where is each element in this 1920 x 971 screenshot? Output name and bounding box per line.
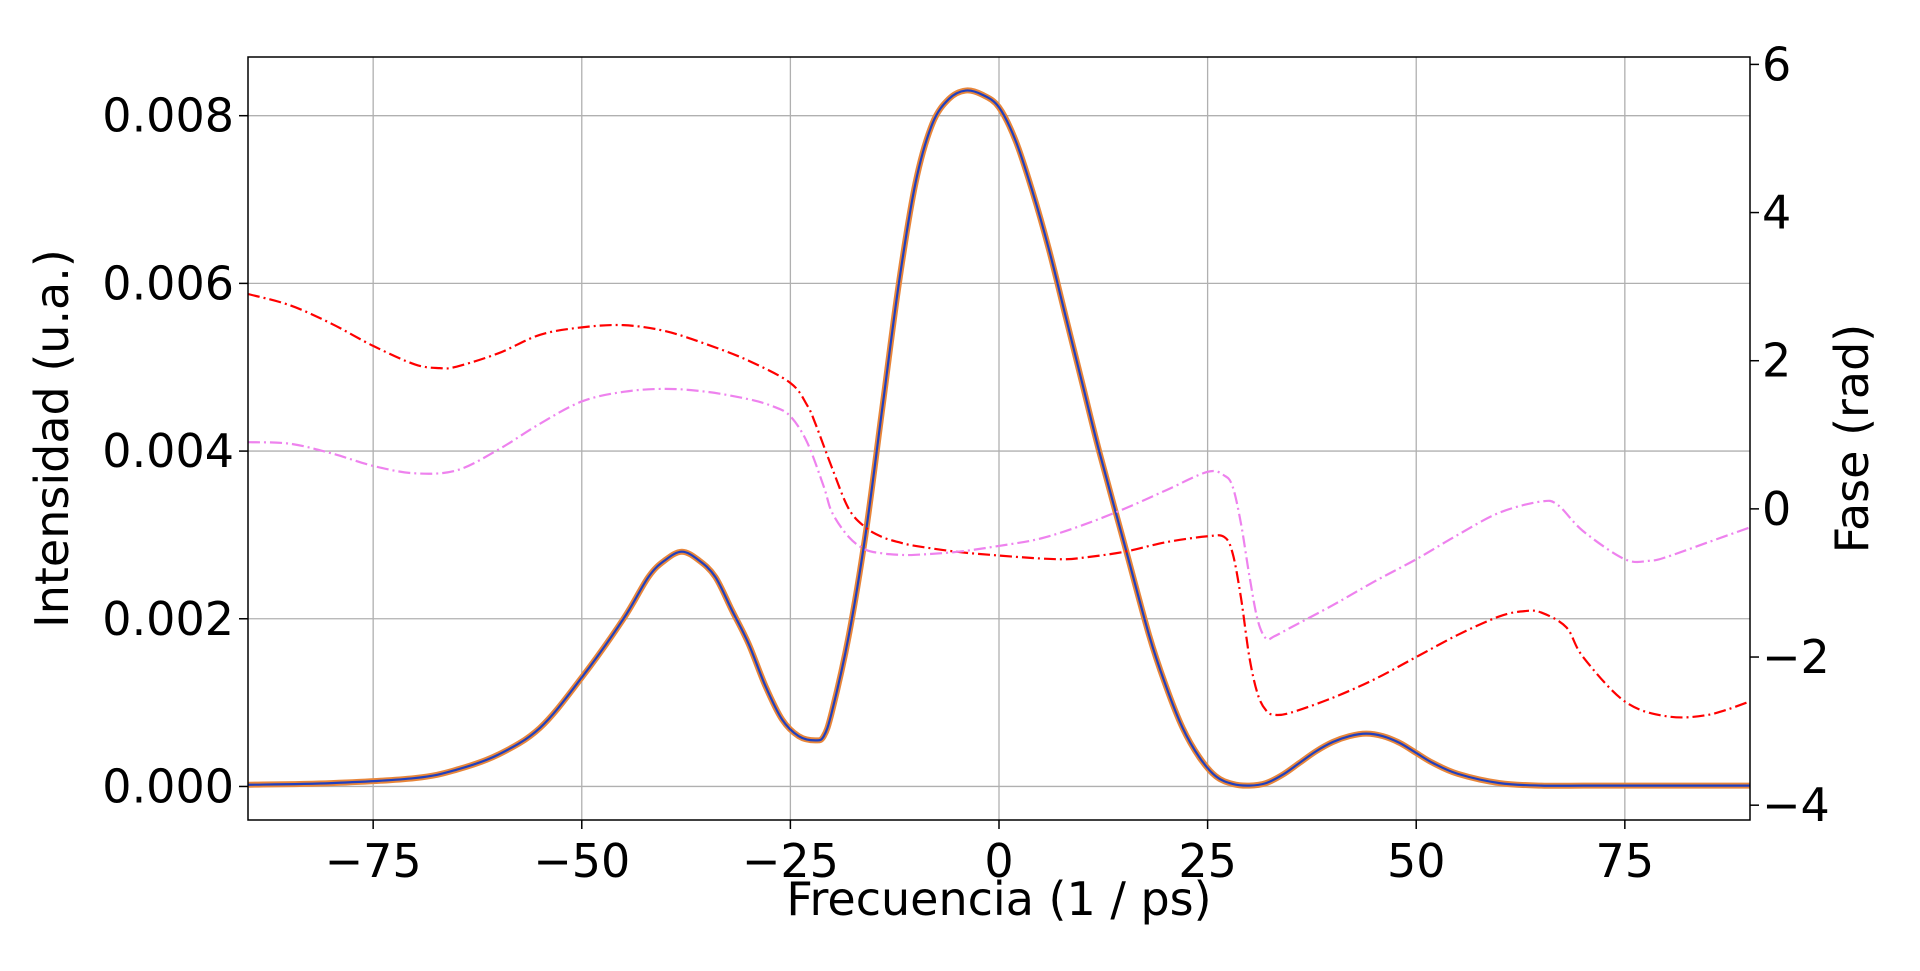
intensity-line <box>248 89 1750 787</box>
x-tick-label: 50 <box>1387 834 1446 888</box>
x-tick-label: −50 <box>533 834 630 888</box>
y-tick-label: 0.008 <box>102 89 234 143</box>
y-tick-label: 0.002 <box>102 592 234 646</box>
y-tick-label: 0.004 <box>102 424 234 478</box>
grid <box>248 57 1750 820</box>
phase-line-violet <box>248 387 1750 641</box>
y-tick-label: 0.006 <box>102 256 234 310</box>
x-tick-label: −25 <box>742 834 839 888</box>
x-tick-label: 0 <box>984 834 1013 888</box>
y2-tick-label: 0 <box>1762 482 1791 536</box>
y2-axis-label: Fase (rad) <box>1825 324 1879 554</box>
y2-tick-label: −4 <box>1762 778 1830 832</box>
y-axis-right: −4 −2 0 2 4 6 <box>1750 37 1830 832</box>
y2-tick-label: 2 <box>1762 334 1791 388</box>
x-tick-label: 25 <box>1178 834 1237 888</box>
x-axis-label: Frecuencia (1 / ps) <box>786 872 1211 926</box>
x-tick-label: −75 <box>325 834 422 888</box>
y-tick-label: 0.000 <box>102 759 234 813</box>
y2-tick-label: 4 <box>1762 186 1791 240</box>
y2-tick-label: −2 <box>1762 630 1830 684</box>
y-axis-label: Intensidad (u.a.) <box>25 249 79 628</box>
phase-line-red <box>248 292 1750 719</box>
y-axis-left: 0.000 0.002 0.004 0.006 0.008 <box>102 89 248 813</box>
series-layer <box>248 87 1750 789</box>
x-tick-label: 75 <box>1596 834 1655 888</box>
x-axis: −75 −50 −25 0 25 50 75 <box>325 820 1654 888</box>
y2-tick-label: 6 <box>1762 37 1791 91</box>
